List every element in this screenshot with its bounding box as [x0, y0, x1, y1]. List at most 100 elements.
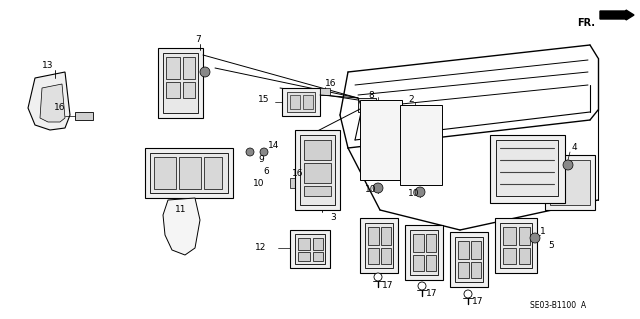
Bar: [503, 248, 516, 264]
Bar: [519, 227, 530, 245]
Bar: [381, 248, 391, 264]
Bar: [295, 130, 340, 210]
Bar: [303, 95, 313, 109]
Bar: [426, 234, 436, 252]
Bar: [295, 234, 325, 264]
Bar: [304, 186, 331, 196]
Text: 10: 10: [408, 189, 419, 198]
Text: 12: 12: [255, 243, 266, 253]
Bar: [313, 238, 323, 250]
Text: 16: 16: [54, 103, 65, 113]
Bar: [204, 157, 222, 189]
Bar: [500, 223, 532, 268]
Text: 2: 2: [408, 95, 413, 105]
Bar: [166, 57, 180, 79]
Text: 7: 7: [195, 35, 201, 44]
Text: 3: 3: [330, 213, 336, 222]
Text: 4: 4: [572, 144, 578, 152]
Bar: [410, 230, 438, 275]
Circle shape: [563, 160, 573, 170]
Circle shape: [374, 273, 382, 281]
Text: FR.: FR.: [577, 18, 595, 28]
Text: 13: 13: [42, 61, 54, 70]
Text: 8: 8: [368, 91, 374, 100]
Circle shape: [373, 183, 383, 193]
Text: 10: 10: [365, 186, 376, 195]
Bar: [550, 160, 590, 205]
Text: 9: 9: [258, 155, 264, 165]
Polygon shape: [163, 198, 200, 255]
Bar: [290, 178, 310, 188]
Bar: [158, 48, 203, 118]
Circle shape: [246, 148, 254, 156]
Bar: [290, 95, 300, 109]
Bar: [313, 252, 323, 261]
Bar: [368, 248, 379, 264]
Bar: [362, 100, 372, 110]
Bar: [405, 225, 443, 280]
Text: 16: 16: [292, 169, 303, 179]
Bar: [304, 163, 331, 183]
Bar: [519, 248, 530, 264]
Bar: [320, 88, 330, 95]
Bar: [166, 82, 180, 98]
Bar: [455, 237, 483, 282]
Bar: [426, 255, 436, 271]
Bar: [471, 241, 481, 259]
Bar: [458, 262, 469, 278]
FancyArrow shape: [600, 10, 634, 20]
Polygon shape: [40, 84, 65, 122]
Bar: [450, 232, 488, 287]
Text: 17: 17: [472, 296, 483, 306]
Bar: [163, 53, 198, 113]
Bar: [368, 227, 379, 245]
Text: 14: 14: [268, 140, 280, 150]
Bar: [145, 148, 233, 198]
Bar: [365, 223, 393, 268]
Bar: [75, 112, 93, 120]
Bar: [290, 230, 330, 268]
Circle shape: [260, 148, 268, 156]
Bar: [496, 140, 558, 196]
Bar: [154, 157, 176, 189]
Circle shape: [200, 67, 210, 77]
Bar: [471, 262, 481, 278]
Bar: [381, 227, 391, 245]
Bar: [400, 105, 442, 185]
Bar: [298, 252, 310, 261]
Polygon shape: [28, 72, 70, 130]
Circle shape: [418, 282, 426, 290]
Text: 15: 15: [258, 95, 269, 105]
Bar: [179, 157, 201, 189]
Circle shape: [464, 290, 472, 298]
Circle shape: [530, 233, 540, 243]
Text: 1: 1: [540, 227, 546, 236]
Bar: [300, 135, 335, 205]
Bar: [545, 155, 595, 210]
Text: 17: 17: [426, 288, 438, 298]
Text: 17: 17: [382, 280, 394, 290]
Bar: [298, 238, 310, 250]
Bar: [495, 218, 537, 273]
Text: 10: 10: [253, 180, 264, 189]
Bar: [183, 82, 195, 98]
Text: SE03-B1100  A: SE03-B1100 A: [530, 300, 586, 309]
Bar: [458, 241, 469, 259]
Bar: [287, 92, 315, 112]
Text: 11: 11: [175, 205, 186, 214]
Bar: [360, 218, 398, 273]
Text: 5: 5: [548, 241, 554, 249]
Bar: [282, 88, 320, 116]
Text: 6: 6: [263, 167, 269, 176]
Bar: [413, 234, 424, 252]
Bar: [150, 153, 228, 193]
Bar: [304, 140, 331, 160]
Bar: [503, 227, 516, 245]
Text: 16: 16: [325, 79, 337, 88]
Bar: [413, 255, 424, 271]
Bar: [360, 100, 402, 180]
Bar: [358, 98, 376, 112]
Bar: [490, 135, 565, 203]
Circle shape: [415, 187, 425, 197]
Bar: [183, 57, 195, 79]
